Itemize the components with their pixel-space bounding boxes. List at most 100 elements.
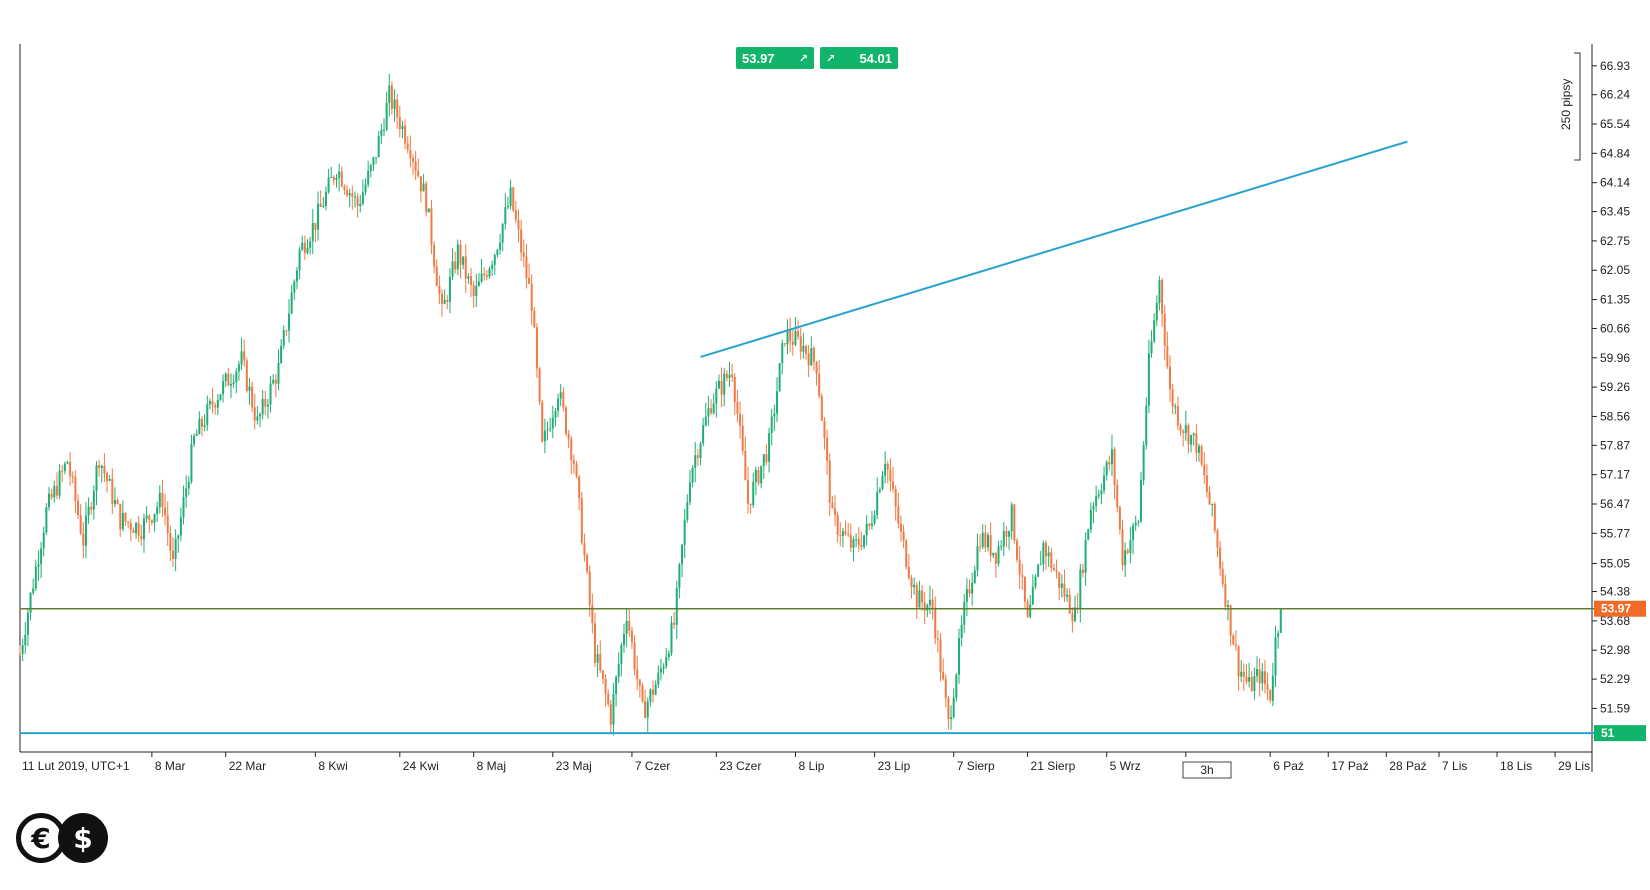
candle-body (116, 500, 119, 505)
candle-body (443, 299, 446, 304)
candle-body (736, 402, 739, 414)
candle-body (654, 684, 657, 695)
ask-button[interactable]: ↗ 54.01 (820, 47, 898, 69)
candle-body (1110, 449, 1113, 465)
candle-body (525, 256, 528, 278)
candle-body (820, 396, 823, 421)
candle-body (1008, 531, 1011, 537)
candle-body (92, 491, 95, 510)
overlay-lines (19, 140, 1602, 735)
candle-body (454, 261, 457, 270)
candle-body (673, 622, 676, 625)
candle-body (198, 418, 201, 435)
candle-body (936, 638, 939, 640)
candle-body (153, 514, 156, 523)
candle-body (1145, 405, 1148, 445)
candle-body (269, 383, 272, 405)
candle-body (1113, 449, 1116, 485)
candle-body (923, 602, 926, 611)
candle-body (538, 368, 541, 402)
candle-body (504, 207, 507, 224)
candle-body (74, 476, 77, 501)
candle-body (928, 599, 931, 606)
candle-body (549, 428, 552, 430)
candle-body (694, 455, 697, 468)
candle-body (306, 248, 309, 254)
candle-body (760, 465, 763, 484)
candle-body (222, 381, 225, 395)
y-axis-ticks: 66.93 66.24 65.54 64.84 64.14 63.45 62.75 62.05… (1592, 59, 1630, 715)
candle-body (1092, 505, 1095, 510)
candle-body (145, 515, 148, 519)
candle-body (187, 481, 190, 489)
candle-body (243, 351, 246, 361)
candle-body (1240, 671, 1243, 677)
current-price-tag-label: 53.97 (1601, 602, 1631, 616)
candle-body (1016, 540, 1019, 560)
candle-body (1068, 594, 1071, 614)
candle-body (372, 157, 375, 166)
candle-body (227, 373, 230, 386)
bid-button[interactable]: 53.97 ↗ (736, 47, 814, 69)
candle-body (1116, 484, 1119, 508)
candle-body (646, 701, 649, 718)
candle-body (633, 642, 636, 670)
y-tick-label: 64.84 (1600, 146, 1630, 160)
chart-frame (19, 44, 1593, 772)
candle-body (1192, 433, 1195, 436)
quote-box[interactable]: 53.97 ↗ ↗ 54.01 (736, 47, 898, 69)
candle-body (1021, 574, 1024, 577)
candle-body (266, 404, 269, 407)
candle-body (720, 380, 723, 395)
candle-body (161, 492, 164, 508)
candle-body (807, 353, 810, 366)
candle-body (1208, 491, 1211, 505)
candle-body (588, 571, 591, 606)
dollar-coin-icon: $ (58, 813, 108, 863)
timeframe-box[interactable] (1182, 761, 1232, 779)
x-tick-label: 8 Mar (155, 759, 186, 773)
candle-body (195, 434, 198, 436)
candle-body (881, 475, 884, 490)
candle-body (947, 698, 950, 720)
candle-body (942, 671, 945, 680)
candle-body (142, 518, 145, 540)
candle-body (926, 605, 929, 611)
candle-body (29, 592, 32, 613)
candle-body (301, 242, 304, 250)
y-tick-label: 59.96 (1600, 351, 1630, 365)
candle-body (1134, 522, 1137, 526)
timeframe-marker[interactable]: 3h (1182, 761, 1232, 779)
candle-body (799, 336, 802, 352)
candle-body (810, 348, 813, 366)
candle-body (319, 203, 322, 207)
candle-body (1224, 583, 1227, 607)
candle-body (364, 184, 367, 193)
candle-body (179, 517, 182, 536)
resistance-trendline[interactable] (700, 140, 1408, 358)
y-tick-label: 62.75 (1600, 234, 1630, 248)
y-tick-label: 52.29 (1600, 672, 1630, 686)
candle-body (818, 373, 821, 397)
candle-body (617, 663, 620, 678)
candle-body (1132, 525, 1135, 541)
y-tick-label: 57.87 (1600, 438, 1630, 452)
candle-body (1100, 490, 1103, 495)
x-tick-label: 5 Wrz (1110, 759, 1141, 773)
candle-body (456, 244, 459, 270)
candle-body (865, 523, 868, 536)
candle-body (1274, 637, 1277, 676)
candle-body (630, 630, 633, 643)
candle-body (609, 704, 612, 725)
current-price-tag (1594, 600, 1646, 617)
candle-body (240, 351, 243, 365)
candle-body (335, 177, 338, 181)
candle-body (37, 564, 40, 567)
candle-body (520, 229, 523, 253)
candle-body (375, 157, 378, 159)
candle-body (665, 657, 668, 667)
candle-body (659, 668, 662, 673)
candle-body (343, 186, 346, 190)
candle-body (1047, 552, 1050, 557)
